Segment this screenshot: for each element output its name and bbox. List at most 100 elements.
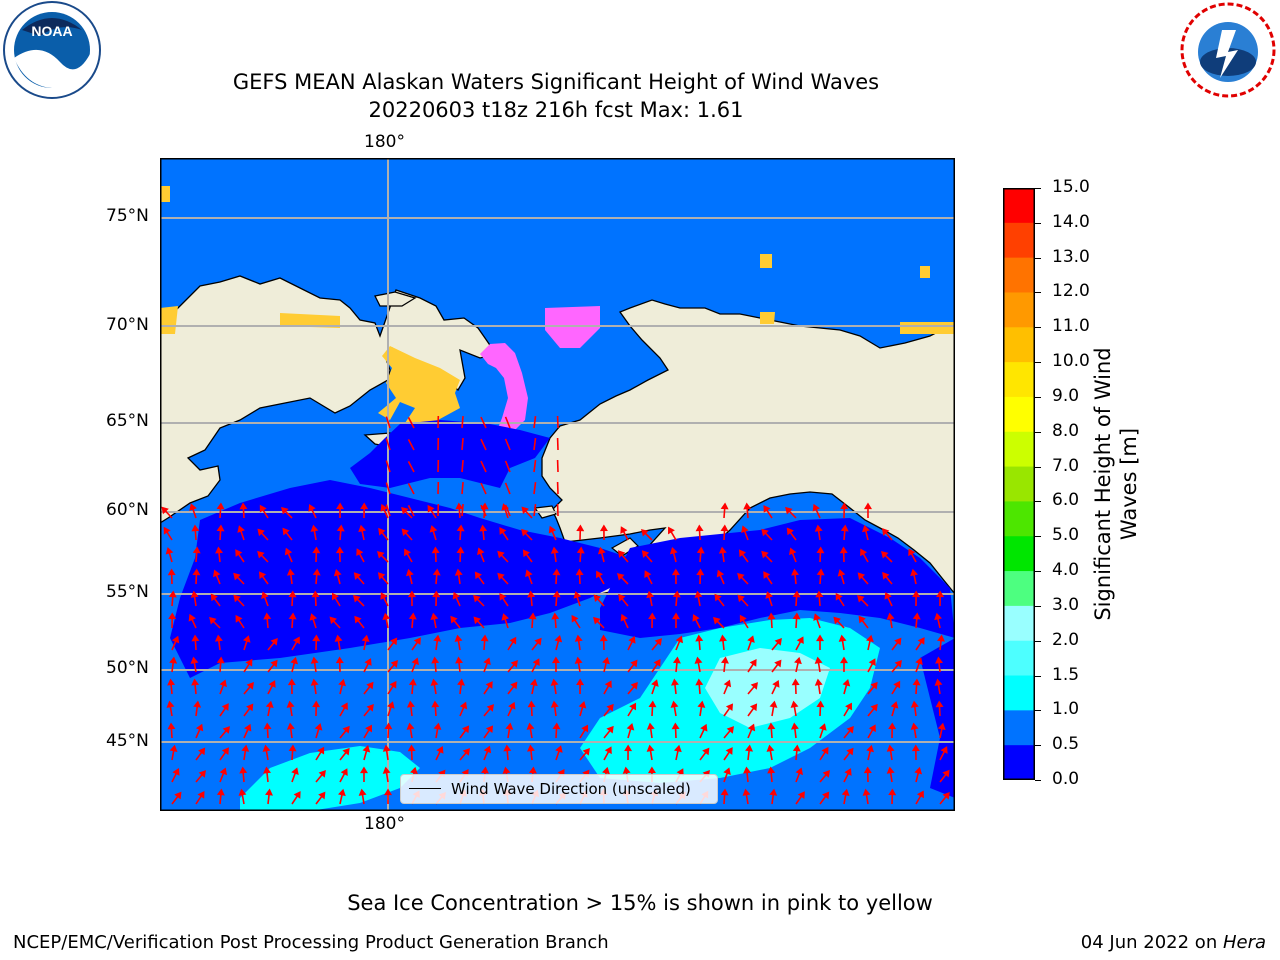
wind-wave-arrowhead	[333, 568, 342, 577]
wind-wave-arrowhead	[361, 634, 370, 642]
wind-wave-arrowhead	[648, 612, 657, 620]
wind-wave-arrowhead	[654, 638, 662, 646]
wind-wave-arrowhead	[167, 568, 176, 576]
wind-wave-arrowhead	[596, 570, 603, 579]
wind-wave-arrowhead	[769, 788, 778, 796]
wind-wave-arrowhead	[819, 723, 827, 731]
wind-wave-arrowhead	[510, 681, 518, 690]
colorbar-swatch	[1003, 222, 1035, 259]
colorbar-tick-label: 2.0	[1052, 629, 1080, 650]
lon-label-bottom: 180°	[364, 814, 405, 834]
colorbar-tick-label: 6.0	[1052, 490, 1080, 511]
wind-wave-arrowhead	[597, 546, 606, 555]
colorbar-tick-label: 0.0	[1052, 769, 1080, 789]
wind-wave-arrow	[461, 437, 464, 451]
wind-wave-arrowhead	[191, 678, 200, 686]
colorbar-swatches	[1003, 188, 1035, 781]
wind-wave-arrowhead	[364, 658, 372, 666]
wind-wave-arrowhead	[815, 590, 824, 598]
wind-wave-arrowhead	[314, 723, 323, 731]
wind-wave-arrowhead	[812, 503, 820, 512]
wind-wave-arrowhead	[839, 546, 848, 554]
wind-wave-arrowhead	[311, 590, 320, 598]
wind-wave-arrowhead	[739, 614, 747, 623]
wind-wave-arrowhead	[233, 594, 241, 603]
colorbar-swatch	[1003, 188, 1035, 224]
wind-wave-arrow	[407, 460, 415, 473]
lat-label-55: 55°N	[106, 582, 149, 602]
wind-wave-arrowhead	[216, 788, 225, 796]
wind-wave-arrowhead	[910, 700, 919, 708]
wind-wave-arrowhead	[860, 548, 868, 557]
wind-wave-arrowhead	[192, 546, 201, 554]
wind-wave-arrowhead	[431, 546, 440, 554]
wind-wave-arrowhead	[644, 570, 652, 578]
wind-wave-arrowhead	[641, 528, 649, 537]
wind-wave-arrowhead	[935, 656, 944, 664]
wind-wave-arrowhead	[401, 528, 410, 537]
colorbar-swatch	[1003, 675, 1035, 711]
wind-wave-arrowhead	[846, 725, 854, 734]
wind-wave-arrowhead	[916, 790, 924, 799]
colorbar-tick-mark	[1035, 605, 1041, 607]
wind-wave-arrowhead	[602, 656, 610, 665]
wind-wave-arrowhead	[593, 616, 601, 625]
wind-wave-arrowhead	[912, 590, 921, 598]
wind-wave-arrowhead	[578, 701, 587, 709]
wind-wave-arrow	[461, 415, 464, 429]
land-siberia	[160, 158, 498, 524]
wind-wave-arrowhead	[258, 571, 267, 580]
wind-wave-arrowhead	[456, 524, 465, 532]
wind-wave-arrowhead	[241, 744, 250, 752]
wind-wave-arrowhead	[821, 746, 829, 755]
wind-wave-arrowhead	[862, 524, 870, 533]
wind-wave-arrowhead	[672, 656, 681, 664]
wind-wave-arrowhead	[380, 503, 388, 512]
wind-wave-arrowhead	[509, 636, 517, 645]
colorbar-tick-mark	[1035, 780, 1041, 781]
wind-wave-arrowhead	[235, 614, 243, 623]
wind-wave-arrowhead	[749, 703, 758, 712]
colorbar-tick-label: 3.0	[1052, 594, 1080, 615]
wind-wave-arrowhead	[452, 591, 461, 600]
wind-wave-arrowhead	[942, 791, 950, 800]
wind-wave-arrowhead	[606, 703, 614, 712]
wind-wave-arrowhead	[750, 682, 758, 690]
wind-wave-arrowhead	[245, 658, 253, 667]
wind-wave-arrowhead	[857, 594, 865, 603]
wind-wave-arrowhead	[669, 546, 678, 555]
wind-wave-arrowhead	[886, 766, 895, 774]
wind-wave-arrowhead	[308, 504, 316, 512]
colorbar-swatch	[1003, 605, 1035, 642]
wind-wave-arrowhead	[719, 634, 727, 642]
wind-wave-arrowhead	[430, 678, 439, 686]
legend-label: Wind Wave Direction (unscaled)	[451, 780, 691, 798]
wind-wave-arrowhead	[844, 768, 852, 776]
wind-wave-arrowhead	[360, 502, 369, 510]
wind-wave-arrowhead	[737, 594, 745, 603]
wind-wave-arrowhead	[261, 591, 269, 600]
wind-wave-arrowhead	[356, 548, 364, 557]
wind-wave-arrowhead	[166, 700, 175, 708]
wind-wave-arrowhead	[281, 506, 289, 515]
colorbar-tick-mark	[1035, 396, 1041, 398]
wind-wave-arrowhead	[576, 678, 585, 686]
wind-wave-arrowhead	[404, 548, 411, 557]
wind-wave-arrowhead	[522, 549, 530, 558]
wind-wave-arrowhead	[257, 528, 265, 537]
wind-wave-arrowhead	[334, 634, 343, 642]
wind-wave-arrow	[461, 503, 464, 517]
wind-wave-arrowhead	[617, 550, 626, 558]
wind-wave-arrowhead	[935, 700, 944, 708]
wind-wave-arrowhead	[791, 568, 800, 576]
wind-wave-arrowhead	[573, 591, 582, 599]
wind-wave-arrowhead	[167, 678, 176, 686]
wind-wave-arrowhead	[842, 679, 851, 687]
colorbar	[1003, 188, 1035, 784]
wind-wave-arrowhead	[862, 788, 871, 796]
wind-wave-arrowhead	[911, 744, 920, 752]
colorbar-swatch	[1003, 292, 1035, 328]
wind-wave-arrowhead	[168, 612, 177, 620]
wind-wave-arrowhead	[431, 656, 440, 664]
colorbar-swatch	[1003, 257, 1035, 293]
